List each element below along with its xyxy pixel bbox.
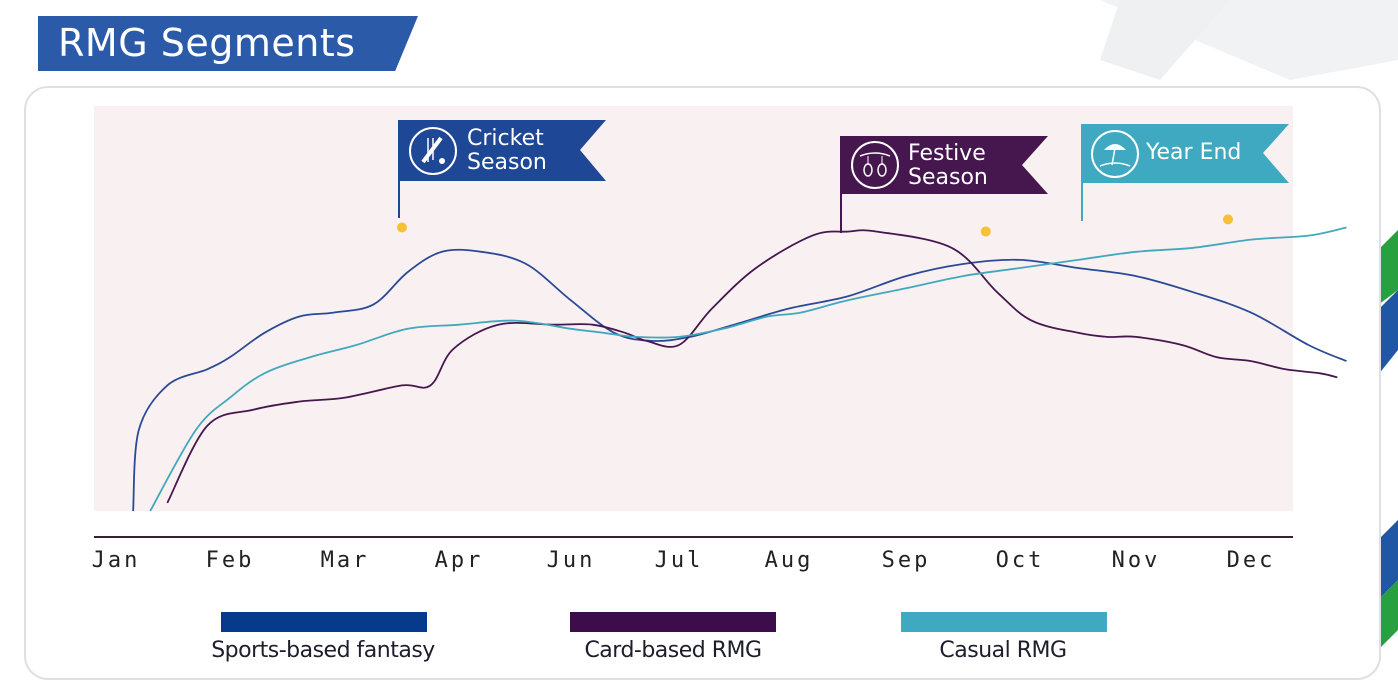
x-tick-label: Jul bbox=[654, 548, 704, 573]
lantern-icon bbox=[851, 141, 899, 189]
x-tick-label: Apr bbox=[434, 548, 484, 573]
flag-label-cricket-line1: Cricket bbox=[467, 126, 544, 151]
x-tick-label: Jan bbox=[91, 548, 141, 573]
legend-swatch-sports bbox=[221, 612, 427, 632]
legend-swatch-casual bbox=[901, 612, 1107, 632]
annotation-marker bbox=[397, 222, 407, 233]
x-tick-label: Sep bbox=[881, 548, 931, 573]
cricket-icon bbox=[409, 127, 457, 175]
series-line-card bbox=[166, 229, 1338, 504]
flag-label-year-end: Year End bbox=[1146, 141, 1241, 165]
annotation-festive-season bbox=[840, 136, 1048, 233]
legend-label-card: Card-based RMG bbox=[584, 638, 762, 663]
x-tick-label: Feb bbox=[205, 548, 255, 573]
flag-label-year-end-line1: Year End bbox=[1146, 140, 1242, 165]
flag-label-festive-line2: Season bbox=[908, 165, 988, 190]
flag-label-cricket: Cricket Season bbox=[467, 127, 547, 175]
series-line-casual bbox=[149, 226, 1347, 512]
page-title: RMG Segments bbox=[58, 21, 356, 65]
x-tick-label: Oct bbox=[995, 548, 1045, 573]
annotation-cricket-season bbox=[398, 120, 606, 218]
flag-label-festive-line1: Festive bbox=[908, 141, 986, 166]
legend-swatch-card bbox=[570, 612, 776, 632]
title-banner bbox=[38, 16, 418, 71]
x-tick-label: Jun bbox=[546, 548, 596, 573]
legend-label-casual: Casual RMG bbox=[939, 638, 1067, 663]
x-tick-label: Dec bbox=[1226, 548, 1276, 573]
annotation-year-end bbox=[1081, 124, 1289, 221]
flag-label-festive: Festive Season bbox=[908, 142, 988, 190]
x-tick-label: Aug bbox=[764, 548, 814, 573]
x-tick-label: Mar bbox=[320, 548, 370, 573]
annotation-marker bbox=[980, 226, 991, 237]
x-tick-label: Nov bbox=[1111, 548, 1161, 573]
beach-icon bbox=[1091, 130, 1139, 178]
legend-label-sports: Sports-based fantasy bbox=[211, 638, 435, 663]
flag-label-cricket-line2: Season bbox=[467, 150, 547, 175]
annotation-marker bbox=[1223, 214, 1233, 225]
series-line-sports bbox=[132, 248, 1347, 512]
